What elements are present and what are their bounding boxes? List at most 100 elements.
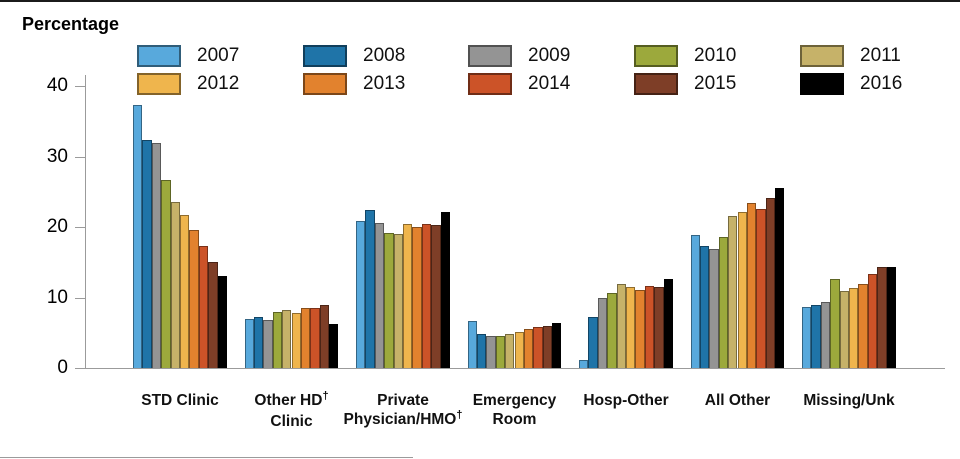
bar-2016-hosp-other (663, 279, 673, 368)
bar-2008-missing-unk (811, 304, 821, 368)
legend-label-2012: 2012 (197, 73, 240, 94)
category-label-missing-unk: Missing/Unk (774, 391, 924, 410)
bar-2012-all-other (737, 211, 747, 368)
y-tick-mark (75, 368, 85, 369)
legend-label-2007: 2007 (197, 45, 240, 66)
legend-swatch-2016 (800, 73, 844, 95)
bar-2012-emergency-room (514, 332, 524, 368)
bar-2013-private-physician-hmo (412, 227, 422, 368)
bar-2015-private-physician-hmo (431, 224, 441, 368)
bar-2012-std-clinic (180, 215, 190, 368)
legend-swatch-2014 (468, 73, 512, 95)
bar-2012-other-hd-clinic (291, 313, 301, 368)
legend-column: 2008 2013 (303, 44, 405, 100)
bar-2015-all-other (765, 198, 776, 368)
category-label-line: All Other (704, 392, 771, 409)
bar-2013-std-clinic (189, 229, 199, 368)
legend-item-2016: 2016 (800, 72, 902, 96)
category-label-private-physician-hmo: Private Physician/HMO† (328, 391, 478, 431)
bar-2007-missing-unk (802, 306, 812, 368)
bar-2010-other-hd-clinic (272, 312, 283, 368)
bar-2010-std-clinic (161, 179, 171, 368)
legend-item-2012: 2012 (137, 72, 239, 96)
bar-2013-other-hd-clinic (300, 308, 311, 368)
legend-item-2015: 2015 (634, 72, 736, 96)
legend-swatch-2015 (634, 73, 678, 95)
bar-2007-std-clinic (133, 105, 143, 368)
legend-label-2014: 2014 (528, 73, 571, 94)
bar-2007-all-other (690, 234, 700, 368)
bar-2010-missing-unk (830, 279, 840, 368)
legend-label-2008: 2008 (363, 45, 406, 66)
legend-column: 2007 2012 (137, 44, 239, 100)
legend-swatch-2008 (303, 45, 347, 67)
x-axis-line (85, 368, 945, 369)
bar-2007-other-hd-clinic (244, 318, 254, 368)
bar-2009-hosp-other (597, 298, 608, 368)
dagger-footnote-mark: † (456, 409, 463, 421)
bar-2008-all-other (699, 246, 710, 368)
legend-swatch-2011 (800, 45, 844, 67)
bar-2009-private-physician-hmo (374, 222, 385, 368)
y-tick-mark (75, 297, 85, 299)
bar-2014-std-clinic (198, 246, 209, 368)
y-tick-label: 20 (46, 216, 68, 237)
dagger-footnote-mark: † (322, 390, 329, 402)
bar-2009-missing-unk (820, 302, 831, 368)
legend-swatch-2010 (634, 45, 678, 67)
chart-title: Percentage (22, 14, 120, 34)
category-label-line: Hosp-Other (583, 392, 669, 409)
bar-2014-other-hd-clinic (310, 308, 320, 368)
y-axis-line (85, 75, 86, 369)
bar-2012-missing-unk (849, 287, 859, 368)
legend-item-2010: 2010 (634, 44, 736, 68)
category-label-line: Physician/HMO† (343, 409, 463, 428)
legend-label-2010: 2010 (694, 45, 737, 66)
y-tick-label: 0 (57, 357, 68, 378)
bar-2011-all-other (728, 216, 738, 368)
bar-2011-std-clinic (170, 201, 180, 368)
category-label-all-other: All Other (663, 391, 813, 410)
bar-2010-hosp-other (607, 293, 617, 368)
legend-label-2009: 2009 (528, 45, 571, 66)
bar-2016-missing-unk (886, 267, 896, 368)
bar-2013-emergency-room (523, 329, 534, 368)
bar-2010-private-physician-hmo (384, 232, 394, 368)
legend-swatch-2012 (137, 73, 181, 95)
bar-2010-all-other (718, 236, 729, 368)
bar-2016-emergency-room (552, 322, 562, 368)
legend-item-2014: 2014 (468, 72, 570, 96)
category-label-line: Emergency (472, 392, 557, 409)
legend-item-2007: 2007 (137, 44, 239, 68)
bar-2014-missing-unk (867, 273, 878, 368)
bar-2012-hosp-other (626, 286, 636, 368)
legend-label-2016: 2016 (860, 73, 903, 94)
bar-2015-std-clinic (208, 262, 218, 369)
bar-2007-hosp-other (579, 359, 589, 368)
legend-item-2013: 2013 (303, 72, 405, 96)
legend-column: 2010 2015 (634, 44, 736, 100)
bar-2016-std-clinic (217, 276, 227, 368)
y-tick-mark (75, 156, 85, 158)
bar-2009-emergency-room (486, 335, 496, 368)
bar-2011-other-hd-clinic (282, 309, 292, 368)
category-label-line: Other HD† (254, 390, 329, 409)
legend-item-2008: 2008 (303, 44, 405, 68)
category-label-line: Private (377, 392, 429, 409)
legend-item-2011: 2011 (800, 44, 902, 68)
category-label-emergency-room: Emergency Room (440, 391, 590, 429)
bar-2011-private-physician-hmo (393, 234, 403, 368)
bottom-border-rule (0, 457, 413, 458)
legend-column: 2011 2016 (800, 44, 902, 100)
legend-label-2015: 2015 (694, 73, 737, 94)
bar-2011-hosp-other (616, 284, 626, 368)
y-tick-mark (75, 227, 85, 228)
category-label-line: Clinic (270, 413, 313, 430)
bar-2009-other-hd-clinic (263, 320, 273, 368)
bar-2008-private-physician-hmo (365, 210, 375, 368)
bar-2014-all-other (756, 209, 766, 368)
bar-2015-other-hd-clinic (319, 305, 330, 368)
bar-2010-emergency-room (495, 335, 506, 368)
bar-2008-other-hd-clinic (253, 317, 264, 368)
y-tick-label: 40 (46, 75, 68, 96)
